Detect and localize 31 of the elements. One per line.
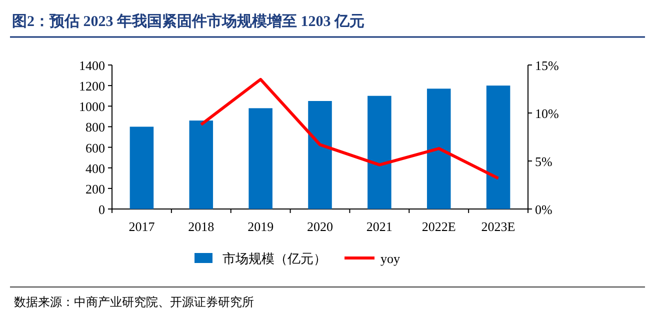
bar bbox=[368, 96, 392, 209]
chart-title: 图2：预估 2023 年我国紧固件市场规模增至 1203 亿元 bbox=[12, 12, 364, 30]
y-tick-label: 1400 bbox=[79, 58, 105, 73]
y-tick-label: 800 bbox=[86, 120, 105, 135]
bar bbox=[308, 101, 332, 209]
y2-tick-label: 10% bbox=[535, 106, 559, 121]
x-tick-label: 2023E bbox=[481, 219, 516, 234]
y-tick-label: 600 bbox=[86, 140, 105, 156]
bar bbox=[486, 86, 510, 209]
legend-label: 市场规模（亿元） bbox=[222, 251, 326, 266]
x-tick-label: 2017 bbox=[128, 219, 156, 234]
x-tick-label: 2018 bbox=[188, 219, 214, 234]
bar bbox=[248, 108, 272, 209]
y2-tick-label: 0% bbox=[535, 202, 552, 217]
line-series bbox=[200, 78, 500, 180]
y-tick-label: 0 bbox=[98, 202, 105, 217]
bar bbox=[189, 120, 214, 209]
y-tick-label: 1200 bbox=[79, 78, 105, 94]
bar bbox=[130, 126, 154, 209]
x-tick-label: 2020 bbox=[307, 219, 333, 234]
x-tick-label: 2021 bbox=[366, 219, 392, 234]
source-note: 数据来源：中商产业研究院、开源证券研究所 bbox=[14, 295, 254, 309]
y2-tick-label: 15% bbox=[535, 58, 559, 73]
y2-tick-label: 5% bbox=[535, 154, 552, 169]
y-tick-label: 200 bbox=[86, 181, 105, 196]
y-tick-label: 400 bbox=[86, 160, 105, 176]
legend-label: yoy bbox=[380, 251, 400, 266]
x-tick-label: 2019 bbox=[248, 219, 274, 234]
bar bbox=[426, 88, 451, 209]
y-tick-label: 1000 bbox=[79, 99, 105, 114]
x-tick-label: 2022E bbox=[422, 219, 456, 234]
